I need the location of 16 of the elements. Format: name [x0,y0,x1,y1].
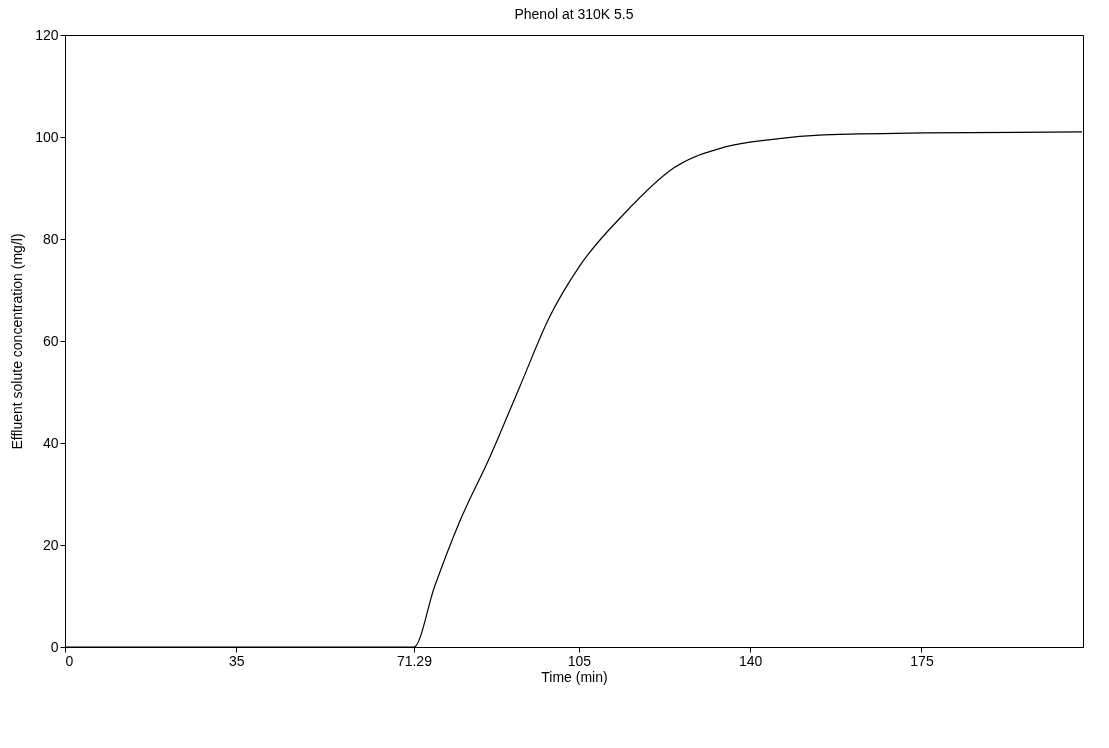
x-tick-label: 105 [567,652,592,669]
x-tick-label: 71.29 [396,652,433,669]
chart-title: Phenol at 310K 5.5 [514,6,634,22]
y-tick-label: 20 [42,536,59,553]
x-tick-label: 140 [739,652,763,669]
y-tick-label: 100 [35,128,59,145]
x-tick-label: 175 [910,652,934,669]
y-axis-title: Effluent solute concentration (mg/l) [9,233,26,450]
y-tick-label: 40 [42,434,59,451]
x-tick-label: 0 [65,652,74,669]
x-tick-label: 35 [229,652,245,669]
y-tick-label: 0 [50,638,59,655]
y-tick-label: 60 [42,332,59,349]
y-tick-label: 120 [35,26,59,43]
y-tick-label: 80 [42,230,59,247]
x-axis-title: Time (min) [541,668,608,685]
